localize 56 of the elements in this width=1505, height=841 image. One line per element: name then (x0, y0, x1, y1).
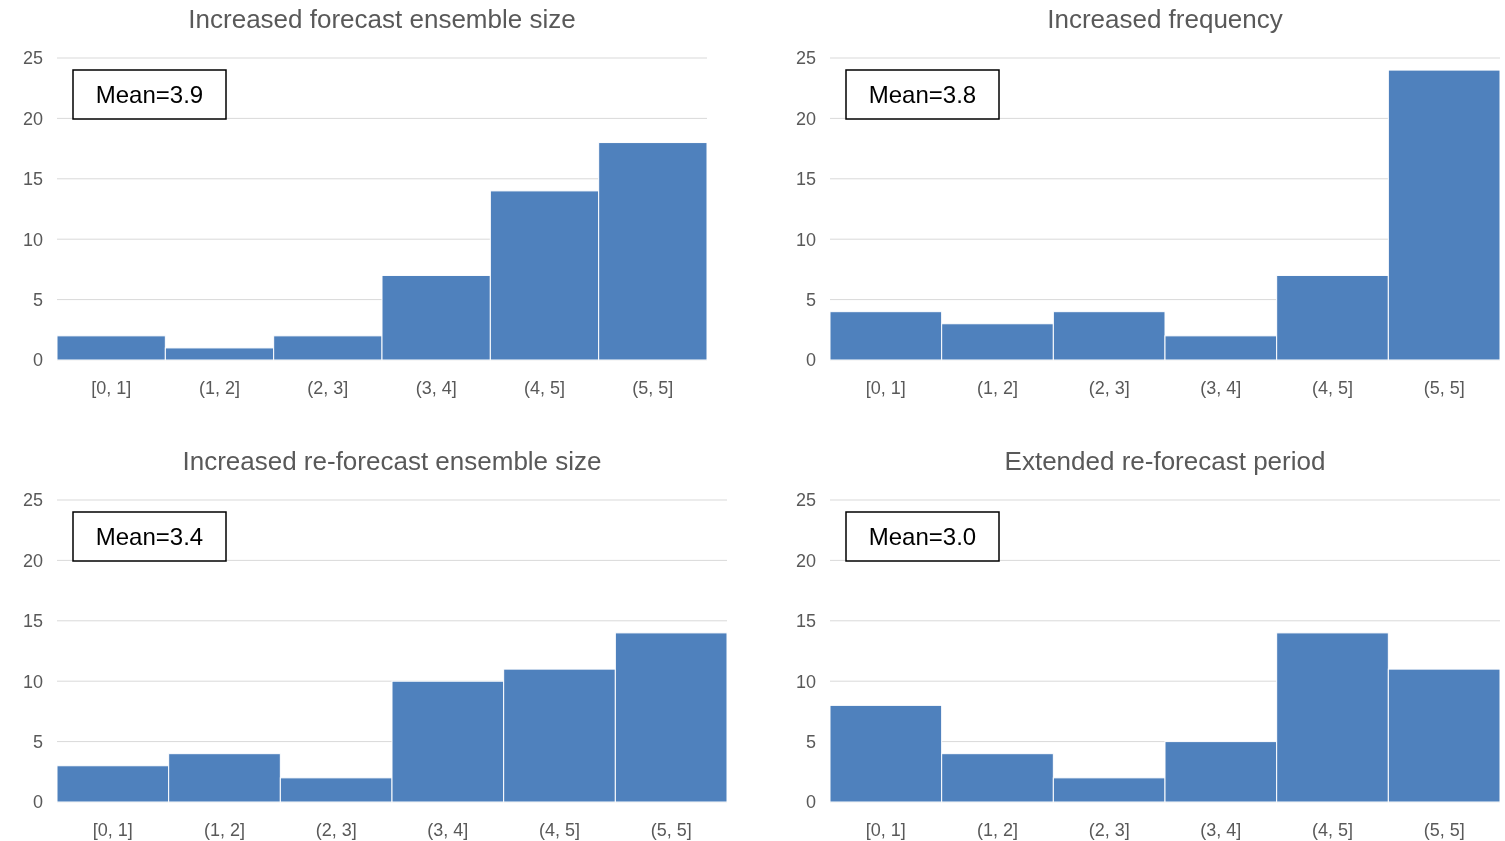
x-tick-label: (5, 5] (632, 378, 674, 398)
y-tick-label: 5 (32, 289, 43, 310)
x-tick-label: (5, 5] (650, 820, 692, 840)
y-tick-label: 5 (32, 731, 43, 752)
annotation: Mean=3.0 (868, 523, 977, 551)
y-tick-label: 0 (805, 792, 816, 813)
x-tick-label: (3, 4] (1200, 820, 1242, 840)
y-tick-label: 0 (32, 792, 43, 813)
x-tick-label: (1, 2] (198, 378, 241, 398)
x-tick-label: (3, 4] (415, 378, 457, 398)
y-tick-label: 5 (805, 289, 816, 310)
x-tick-label: (4, 5] (1311, 378, 1354, 398)
x-tick-label: (5, 5] (1423, 820, 1465, 840)
x-tick-label: (3, 4] (427, 820, 469, 840)
chart-title: Increased frequency (1047, 4, 1283, 34)
x-tick-label: (1, 2] (203, 820, 246, 840)
x-tick-label: (2, 3] (307, 378, 349, 398)
x-tick-label: (5, 5] (1423, 378, 1465, 398)
y-tick-label: 0 (805, 350, 816, 371)
x-tick-label: (2, 3] (1088, 378, 1130, 398)
y-tick-label: 10 (795, 229, 816, 250)
y-tick-label: 15 (795, 169, 816, 190)
y-tick-label: 25 (795, 490, 816, 511)
x-tick-label: [0, 1] (865, 378, 906, 398)
annotation: Mean=3.4 (95, 523, 204, 551)
x-tick-label: [0, 1] (91, 378, 132, 398)
y-tick-label: 20 (795, 550, 816, 571)
y-tick-label: 25 (22, 490, 43, 511)
chart-title: Extended re-forecast period (1004, 446, 1326, 476)
y-tick-label: 20 (22, 550, 43, 571)
x-tick-label: (2, 3] (1088, 820, 1130, 840)
y-tick-label: 10 (22, 671, 43, 692)
x-tick-label: [0, 1] (865, 820, 906, 840)
annotation: Mean=3.8 (868, 81, 977, 109)
x-tick-label: (4, 5] (538, 820, 581, 840)
y-tick-label: 15 (22, 611, 43, 632)
chart-title: Increased forecast ensemble size (188, 4, 576, 34)
y-tick-label: 0 (32, 350, 43, 371)
y-tick-label: 25 (795, 48, 816, 69)
x-tick-label: (1, 2] (976, 378, 1019, 398)
y-tick-label: 15 (22, 169, 43, 190)
x-tick-label: (4, 5] (1311, 820, 1354, 840)
x-tick-label: (3, 4] (1200, 378, 1242, 398)
y-tick-label: 5 (805, 731, 816, 752)
y-tick-label: 25 (22, 48, 43, 69)
x-tick-label: [0, 1] (92, 820, 133, 840)
chart-title: Increased re-forecast ensemble size (182, 446, 602, 476)
y-tick-label: 20 (795, 108, 816, 129)
y-tick-label: 10 (795, 671, 816, 692)
y-tick-label: 20 (22, 108, 43, 129)
x-tick-label: (1, 2] (976, 820, 1019, 840)
x-tick-label: (4, 5] (523, 378, 566, 398)
x-tick-label: (2, 3] (315, 820, 357, 840)
annotation: Mean=3.9 (95, 81, 204, 109)
y-tick-label: 15 (795, 611, 816, 632)
y-tick-label: 10 (22, 229, 43, 250)
